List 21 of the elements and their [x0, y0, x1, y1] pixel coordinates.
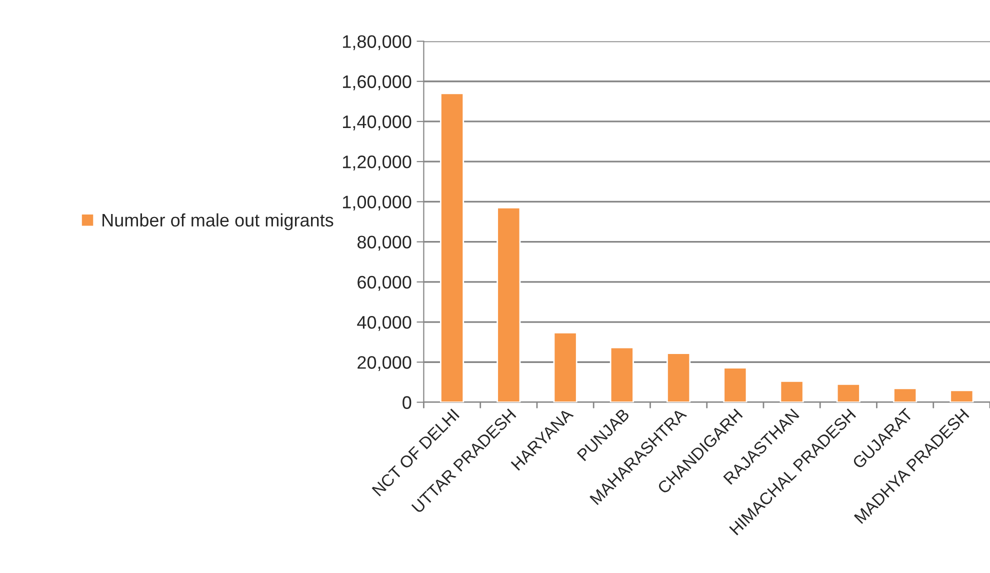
bar [780, 380, 804, 402]
y-tick-label: 1,60,000 [343, 75, 412, 90]
y-tick-label: 1,20,000 [343, 156, 412, 170]
bar [610, 346, 634, 402]
bar [440, 92, 464, 402]
legend-label: Number of male out migrants [102, 213, 334, 230]
bar [950, 390, 974, 402]
y-tick-label: 60,000 [358, 276, 412, 291]
bar [666, 352, 691, 402]
y-tick-label: 80,000 [357, 236, 412, 251]
bar [496, 207, 521, 402]
y-tick-label: 40,000 [357, 316, 412, 331]
y-tick-label: 1,40,000 [343, 115, 412, 130]
y-tick-label: 1,80,000 [343, 35, 412, 50]
bar [893, 388, 918, 402]
bar [836, 384, 860, 402]
y-tick-label: 1,00,000 [343, 196, 412, 211]
bar [723, 367, 748, 402]
y-tick-label: 20,000 [358, 356, 412, 371]
bar [553, 332, 578, 402]
y-tick-label: 0 [402, 396, 412, 409]
